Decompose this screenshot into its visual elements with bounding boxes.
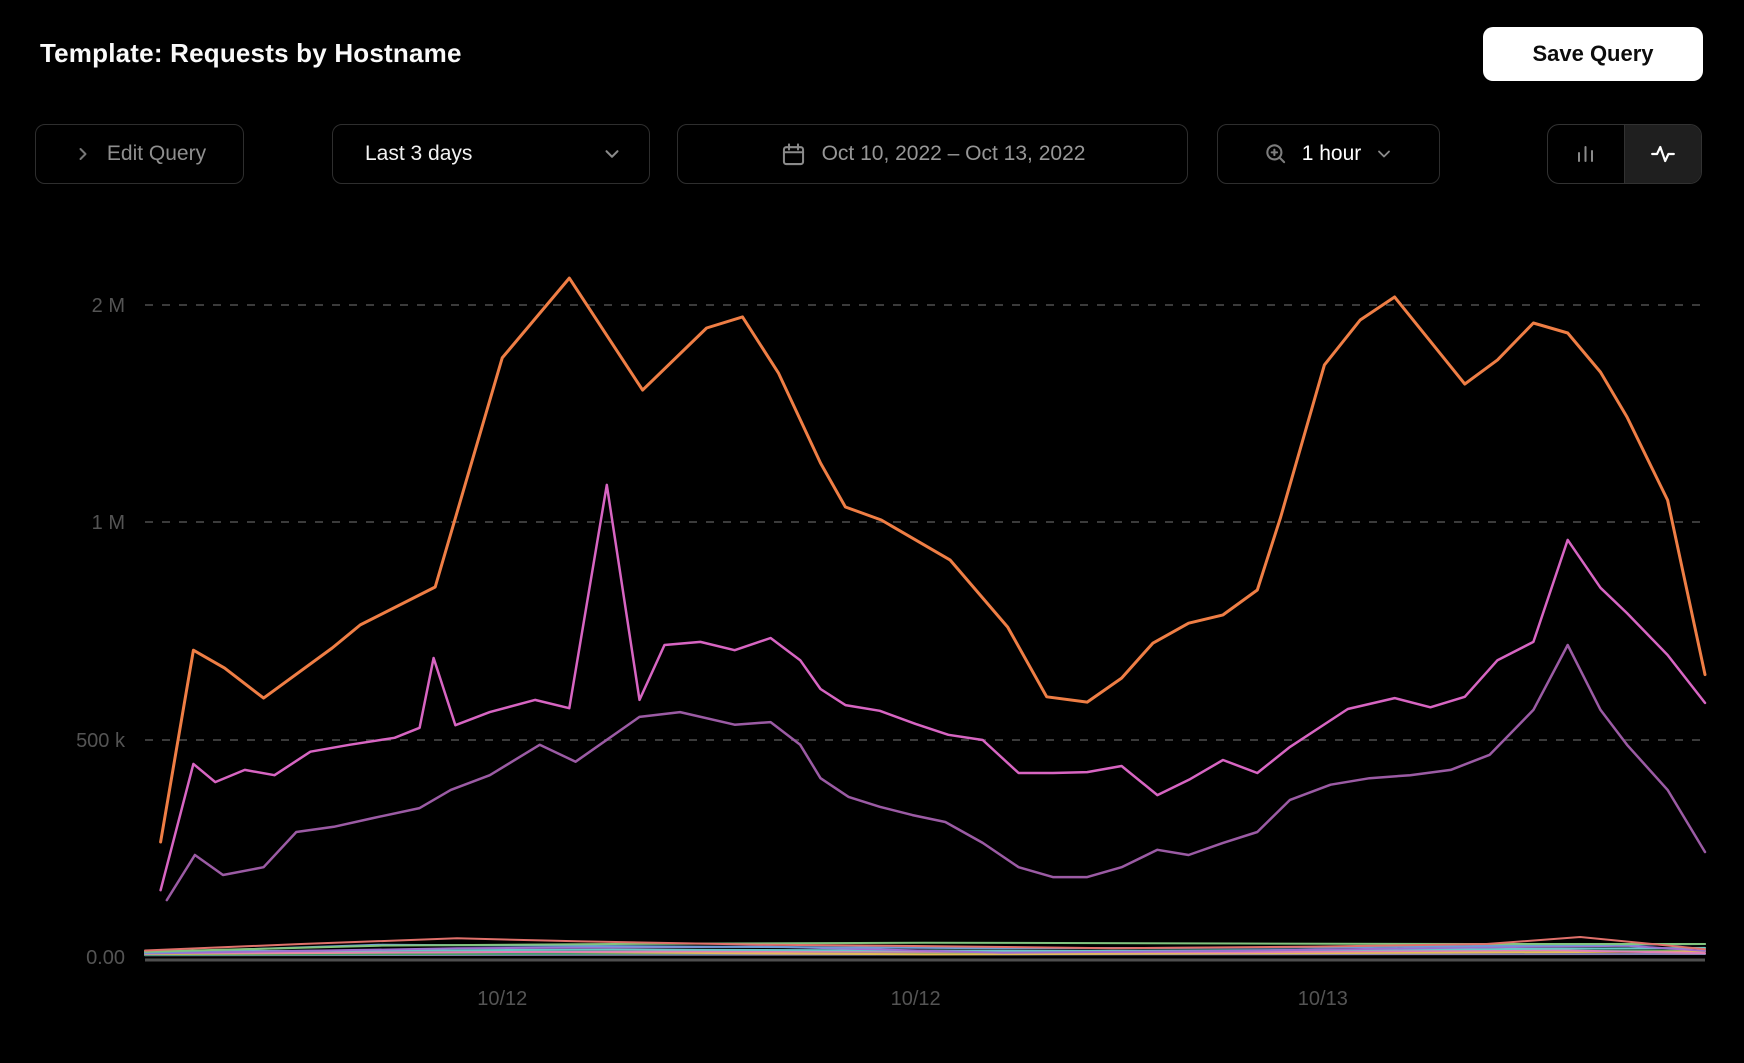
date-range-value: Oct 10, 2022 – Oct 13, 2022 bbox=[821, 142, 1086, 165]
requests-chart[interactable]: 2 M 1 M 500 k 0.00 10/12 10/12 10/13 bbox=[0, 195, 1744, 1058]
series-line bbox=[144, 936, 1706, 952]
chart-type-toggle bbox=[1547, 124, 1702, 184]
save-query-button[interactable]: Save Query bbox=[1483, 27, 1703, 81]
calendar-icon bbox=[780, 141, 807, 168]
y-tick-label: 2 M bbox=[92, 295, 125, 317]
interval-dropdown[interactable]: 1 hour bbox=[1217, 124, 1440, 184]
chevron-down-icon bbox=[601, 143, 623, 165]
x-tick-label: 10/13 bbox=[1298, 988, 1348, 1010]
x-tick-label: 10/12 bbox=[477, 988, 527, 1010]
date-range-picker[interactable]: Oct 10, 2022 – Oct 13, 2022 bbox=[677, 124, 1188, 184]
page-title: Template: Requests by Hostname bbox=[40, 38, 462, 68]
series-line bbox=[144, 944, 1706, 955]
chart-type-line-button[interactable] bbox=[1624, 125, 1701, 183]
magnifier-zoom-in-icon bbox=[1263, 141, 1289, 167]
time-range-value: Last 3 days bbox=[365, 142, 473, 165]
y-tick-label: 1 M bbox=[92, 512, 125, 534]
chevron-down-icon bbox=[1374, 144, 1394, 164]
edit-query-label: Edit Query bbox=[106, 142, 207, 165]
y-tick-label: 500 k bbox=[76, 730, 126, 752]
x-tick-label: 10/12 bbox=[891, 988, 941, 1010]
chevron-right-icon bbox=[73, 144, 93, 164]
series-line bbox=[159, 483, 1707, 892]
chart-area[interactable]: 2 M 1 M 500 k 0.00 10/12 10/12 10/13 bbox=[0, 195, 1744, 1058]
y-tick-label: 0.00 bbox=[86, 947, 125, 969]
bar-chart-icon bbox=[1574, 142, 1598, 166]
series-line bbox=[165, 643, 1707, 902]
series-line bbox=[159, 276, 1707, 844]
time-range-dropdown[interactable]: Last 3 days bbox=[332, 124, 650, 184]
edit-query-button[interactable]: Edit Query bbox=[35, 124, 244, 184]
chart-type-bar-button[interactable] bbox=[1548, 125, 1624, 183]
series-line bbox=[144, 946, 1706, 953]
activity-pulse-icon bbox=[1650, 141, 1676, 167]
series-line bbox=[144, 949, 1706, 955]
interval-value: 1 hour bbox=[1301, 142, 1362, 165]
